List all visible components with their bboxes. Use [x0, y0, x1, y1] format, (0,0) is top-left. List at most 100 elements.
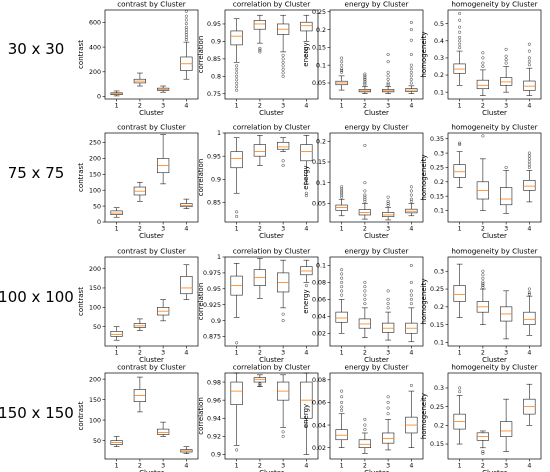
outlier-point [235, 78, 239, 82]
x-tick-label: 1 [235, 226, 239, 233]
x-tick-label: 4 [184, 350, 188, 357]
outlier-point [363, 189, 367, 193]
outlier-point [184, 25, 188, 29]
x-axis-label: Cluster [482, 232, 507, 240]
y-tick-label: 0.05 [312, 201, 326, 208]
outlier-point [409, 199, 413, 203]
outlier-point [235, 448, 239, 452]
box-plot-panel: energy by Cluster energy Cluster 0.05 0.1 0.1… [302, 0, 424, 117]
box-plot-panel: correlation by Cluster correlation Cluster… [197, 363, 319, 472]
outlier-point [340, 56, 344, 60]
y-axis-label: energy [302, 42, 310, 66]
panel-title: contrast by Cluster [117, 0, 186, 9]
iqr-box [453, 164, 466, 178]
outlier-point [363, 181, 367, 185]
box-plot-panel: homogeneity by Cluster homogeneity Cluster… [420, 123, 542, 240]
row-label: 100 x 100 [0, 288, 74, 306]
x-tick-label: 4 [409, 103, 413, 110]
plot-frame [104, 372, 199, 460]
panel-title: homogeneity by Cluster [451, 0, 537, 9]
y-axis-label: energy [302, 289, 310, 313]
outlier-point [281, 74, 285, 78]
box-cluster-1 [453, 11, 466, 86]
outlier-point [281, 319, 285, 323]
x-axis-label: Cluster [482, 356, 507, 364]
panel-title: homogeneity by Cluster [451, 247, 537, 256]
y-tick-label: 0.9 [211, 318, 221, 325]
box-cluster-2 [358, 417, 371, 454]
outlier-point [258, 382, 262, 386]
outlier-point [363, 302, 367, 306]
outlier-point [386, 81, 390, 85]
x-tick-label: 2 [481, 350, 485, 357]
x-tick-label: 4 [409, 350, 413, 357]
y-axis-label: homogeneity [420, 278, 428, 324]
x-tick-label: 3 [386, 103, 390, 110]
panel-title: energy by Cluster [345, 0, 409, 9]
y-tick-label: 0.08 [312, 377, 326, 384]
x-tick-label: 2 [363, 463, 367, 470]
outlier-point [386, 60, 390, 64]
y-tick-label: 0.85 [207, 56, 221, 63]
box-cluster-3 [382, 195, 395, 221]
outlier-point [363, 428, 367, 432]
x-tick-label: 1 [235, 463, 239, 470]
x-tick-label: 4 [527, 350, 531, 357]
y-tick-label: 0 [97, 94, 101, 101]
iqr-box [230, 381, 243, 405]
iqr-box [476, 79, 489, 90]
panel-title: correlation by Cluster [233, 247, 311, 256]
outlier-point [281, 57, 285, 61]
outlier-point [235, 214, 239, 218]
x-tick-label: 2 [138, 350, 142, 357]
outlier-point [527, 59, 531, 63]
outlier-point [458, 42, 462, 46]
box-plot-panel: energy by Cluster energy Cluster 0.05 0.1 0.1… [302, 123, 424, 240]
box-plot-panel: contrast by Cluster contrast Cluster 0 50 100… [77, 123, 199, 240]
y-axis-label: correlation [197, 159, 205, 197]
box-plot-panel: correlation by Cluster correlation Cluster… [197, 0, 319, 117]
outlier-point [409, 70, 413, 74]
outlier-point [258, 50, 262, 54]
y-tick-label: 0.06 [312, 297, 326, 304]
y-tick-label: 0.04 [312, 314, 326, 321]
outlier-point [527, 154, 531, 158]
iqr-box [300, 21, 313, 32]
outlier-point [481, 134, 485, 138]
panel-title: correlation by Cluster [233, 123, 311, 132]
outlier-point [258, 48, 262, 52]
outlier-point [304, 194, 308, 198]
x-tick-label: 4 [304, 226, 308, 233]
x-tick-label: 1 [340, 350, 344, 357]
iqr-box [335, 311, 348, 323]
outlier-point [458, 39, 462, 43]
y-axis-label: correlation [197, 397, 205, 435]
x-tick-label: 1 [340, 103, 344, 110]
outlier-point [481, 451, 485, 455]
iqr-box [277, 141, 290, 150]
y-tick-label: 0.95 [207, 21, 221, 28]
y-tick-label: 0.925 [203, 302, 221, 309]
outlier-point [527, 163, 531, 167]
outlier-point [340, 285, 344, 289]
outlier-point [340, 276, 344, 280]
outlier-point [409, 293, 413, 297]
box-plot-panel: contrast by Cluster contrast Cluster 50 100 1… [77, 363, 199, 472]
box-cluster-3 [157, 299, 170, 322]
outlier-point [409, 74, 413, 78]
outlier-point [458, 46, 462, 50]
outlier-point [386, 297, 390, 301]
box-cluster-2 [253, 257, 266, 299]
outlier-point [363, 417, 367, 421]
outlier-point [458, 142, 462, 147]
x-axis-label: Cluster [139, 109, 164, 117]
outlier-point [527, 63, 531, 67]
box-cluster-2 [253, 14, 266, 54]
box-cluster-3 [277, 137, 290, 167]
row-label: 75 x 75 [8, 164, 65, 182]
y-tick-label: 0.15 [430, 322, 444, 329]
panel-title: contrast by Cluster [117, 123, 186, 132]
y-tick-label: 0.92 [207, 434, 221, 441]
outlier-point [340, 268, 344, 272]
outlier-point [386, 406, 390, 410]
